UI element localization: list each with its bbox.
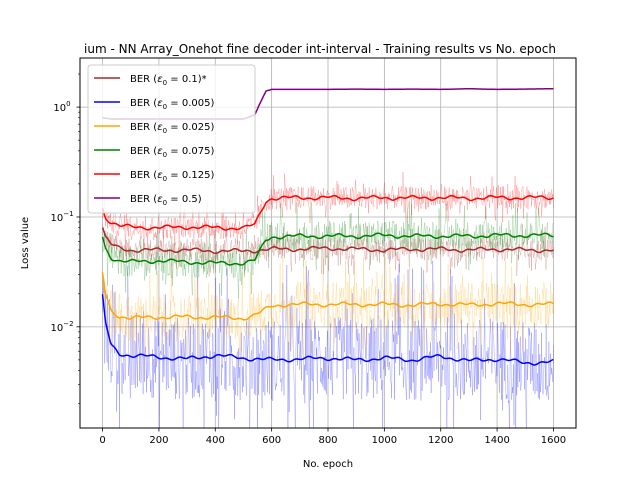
legend-entry: BER (ε0 = 0.075): [130, 146, 214, 159]
x-tick-label: 1200: [428, 435, 453, 446]
raw-trace-0: [102, 223, 554, 277]
x-tick-label: 400: [206, 435, 225, 446]
series-lines: [101, 87, 554, 366]
legend-entry: BER (ε0 = 0.1)*: [130, 74, 207, 87]
raw-trace-3: [102, 201, 554, 299]
y-axis-ticks: 10−2 10−1 100: [50, 73, 80, 404]
series-line-3: [101, 232, 554, 266]
raw-noise-traces: [102, 171, 554, 428]
legend-entry: BER (ε0 = 0.025): [130, 122, 214, 135]
x-tick-label: 1000: [372, 435, 397, 446]
y-axis-label: Loss value: [20, 217, 31, 269]
raw-trace-2: [102, 254, 554, 367]
series-line-2: [101, 272, 554, 321]
legend-entry: BER (ε0 = 0.125): [130, 170, 214, 183]
x-tick-label: 1600: [541, 435, 566, 446]
legend-entry: BER (ε0 = 0.005): [130, 98, 214, 111]
series-line-4: [101, 194, 554, 231]
x-axis-label: No. epoch: [303, 459, 353, 470]
raw-trace-1: [102, 260, 554, 428]
x-tick-label: 600: [262, 435, 281, 446]
series-line-1: [101, 294, 554, 366]
chart-title: ium - NN Array_Onehot fine decoder int-i…: [84, 42, 556, 56]
x-tick-label: 200: [149, 435, 168, 446]
legend-box: [87, 64, 256, 214]
x-tick-label: 0: [99, 435, 105, 446]
y-tick-label: 10−1: [50, 210, 73, 224]
legend: BER (ε0 = 0.1)* BER (ε0 = 0.005) BER (ε0 =…: [87, 64, 256, 214]
y-tick-label: 10−2: [50, 320, 73, 334]
x-tick-label: 800: [318, 435, 337, 446]
y-tick-label: 100: [53, 100, 70, 114]
x-axis-ticks: 0 200 400 600 800 1000 1200 1400 1600: [99, 428, 566, 446]
series-line-0: [101, 227, 554, 255]
raw-trace-4: [102, 171, 554, 253]
legend-entry: BER (ε0 = 0.5): [130, 194, 202, 207]
x-tick-label: 1400: [484, 435, 509, 446]
